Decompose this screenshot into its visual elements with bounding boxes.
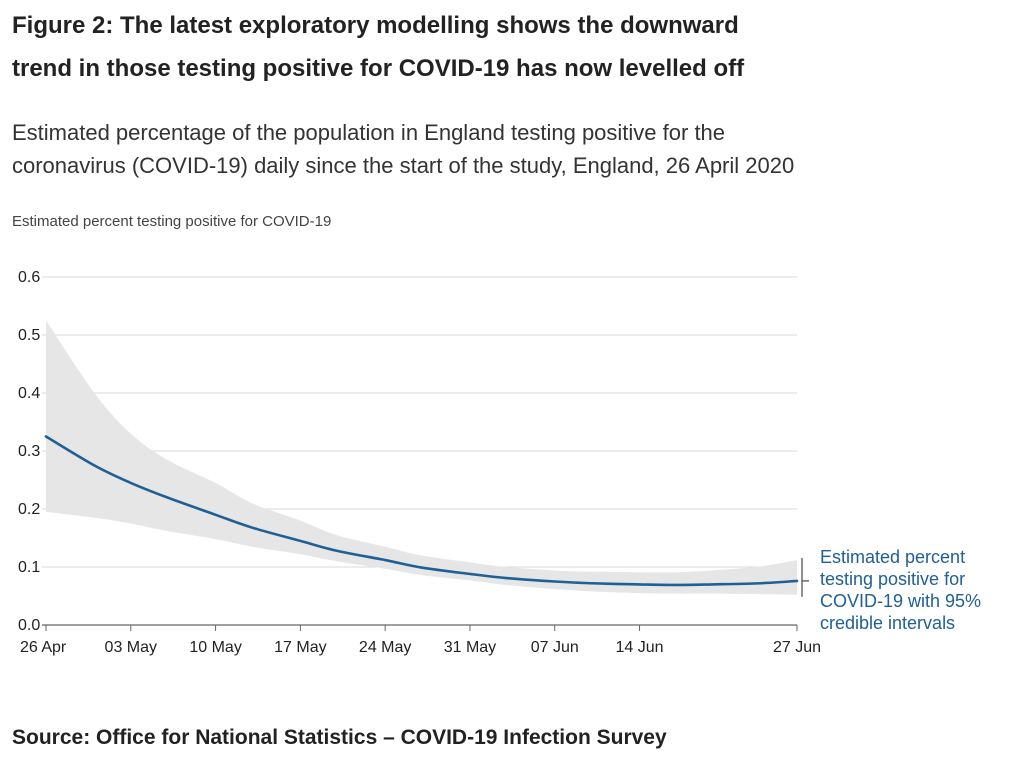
y-tick-label: 0.4 xyxy=(18,385,40,402)
chart-subtitle: Estimated percentage of the population i… xyxy=(12,116,1002,182)
y-tick-label: 0.6 xyxy=(18,269,40,286)
x-tick-label: 17 May xyxy=(274,639,326,656)
estimate-line xyxy=(44,435,799,587)
legend-label-line: Estimated percent xyxy=(820,547,965,567)
chart-title-line-2: trend in those testing positive for COVI… xyxy=(12,55,745,82)
x-tick-label: 07 Jun xyxy=(531,639,579,656)
x-tick-label: 03 May xyxy=(105,639,157,656)
legend-label-line: testing positive for xyxy=(820,569,965,589)
x-tick-label: 14 Jun xyxy=(616,639,664,656)
chart-title: Figure 2: The latest exploratory modelli… xyxy=(12,4,1002,90)
legend-label-line: COVID-19 with 95% xyxy=(820,591,981,611)
x-axis-ticks: 26 Apr 03 May 10 May 17 May 24 May 31 May 07 J… xyxy=(20,625,821,656)
y-tick-label: 0.5 xyxy=(18,327,40,344)
y-tick-label: 0.2 xyxy=(18,501,40,518)
y-tick-label: 0.0 xyxy=(18,617,40,634)
x-tick-label: 24 May xyxy=(359,639,411,656)
y-axis-label: Estimated percent testing positive for C… xyxy=(12,213,331,230)
legend-label-line: credible intervals xyxy=(820,613,955,633)
estimate-series-line xyxy=(44,435,799,587)
credible-interval-area xyxy=(46,320,797,595)
x-tick-label: 26 Apr xyxy=(20,639,67,656)
x-tick-label: 27 Jun xyxy=(773,639,821,656)
chart-subtitle-line-2: coronavirus (COVID-19) daily since the s… xyxy=(12,153,795,178)
x-tick-label: 31 May xyxy=(444,639,496,656)
chart-subtitle-line-1: Estimated percentage of the population i… xyxy=(12,120,726,145)
x-tick-label: 10 May xyxy=(189,639,241,656)
y-tick-label: 0.1 xyxy=(18,559,40,576)
line-chart: Estimated percent testing positive for C… xyxy=(12,213,981,656)
y-axis-ticks: 0.0 0.1 0.2 0.3 0.4 0.5 0.6 xyxy=(18,269,40,634)
chart-title-line-1: Figure 2: The latest exploratory modelli… xyxy=(12,12,739,39)
credible-interval-band xyxy=(46,320,797,595)
y-tick-label: 0.3 xyxy=(18,443,40,460)
source-note: Source: Office for National Statistics –… xyxy=(12,726,667,749)
